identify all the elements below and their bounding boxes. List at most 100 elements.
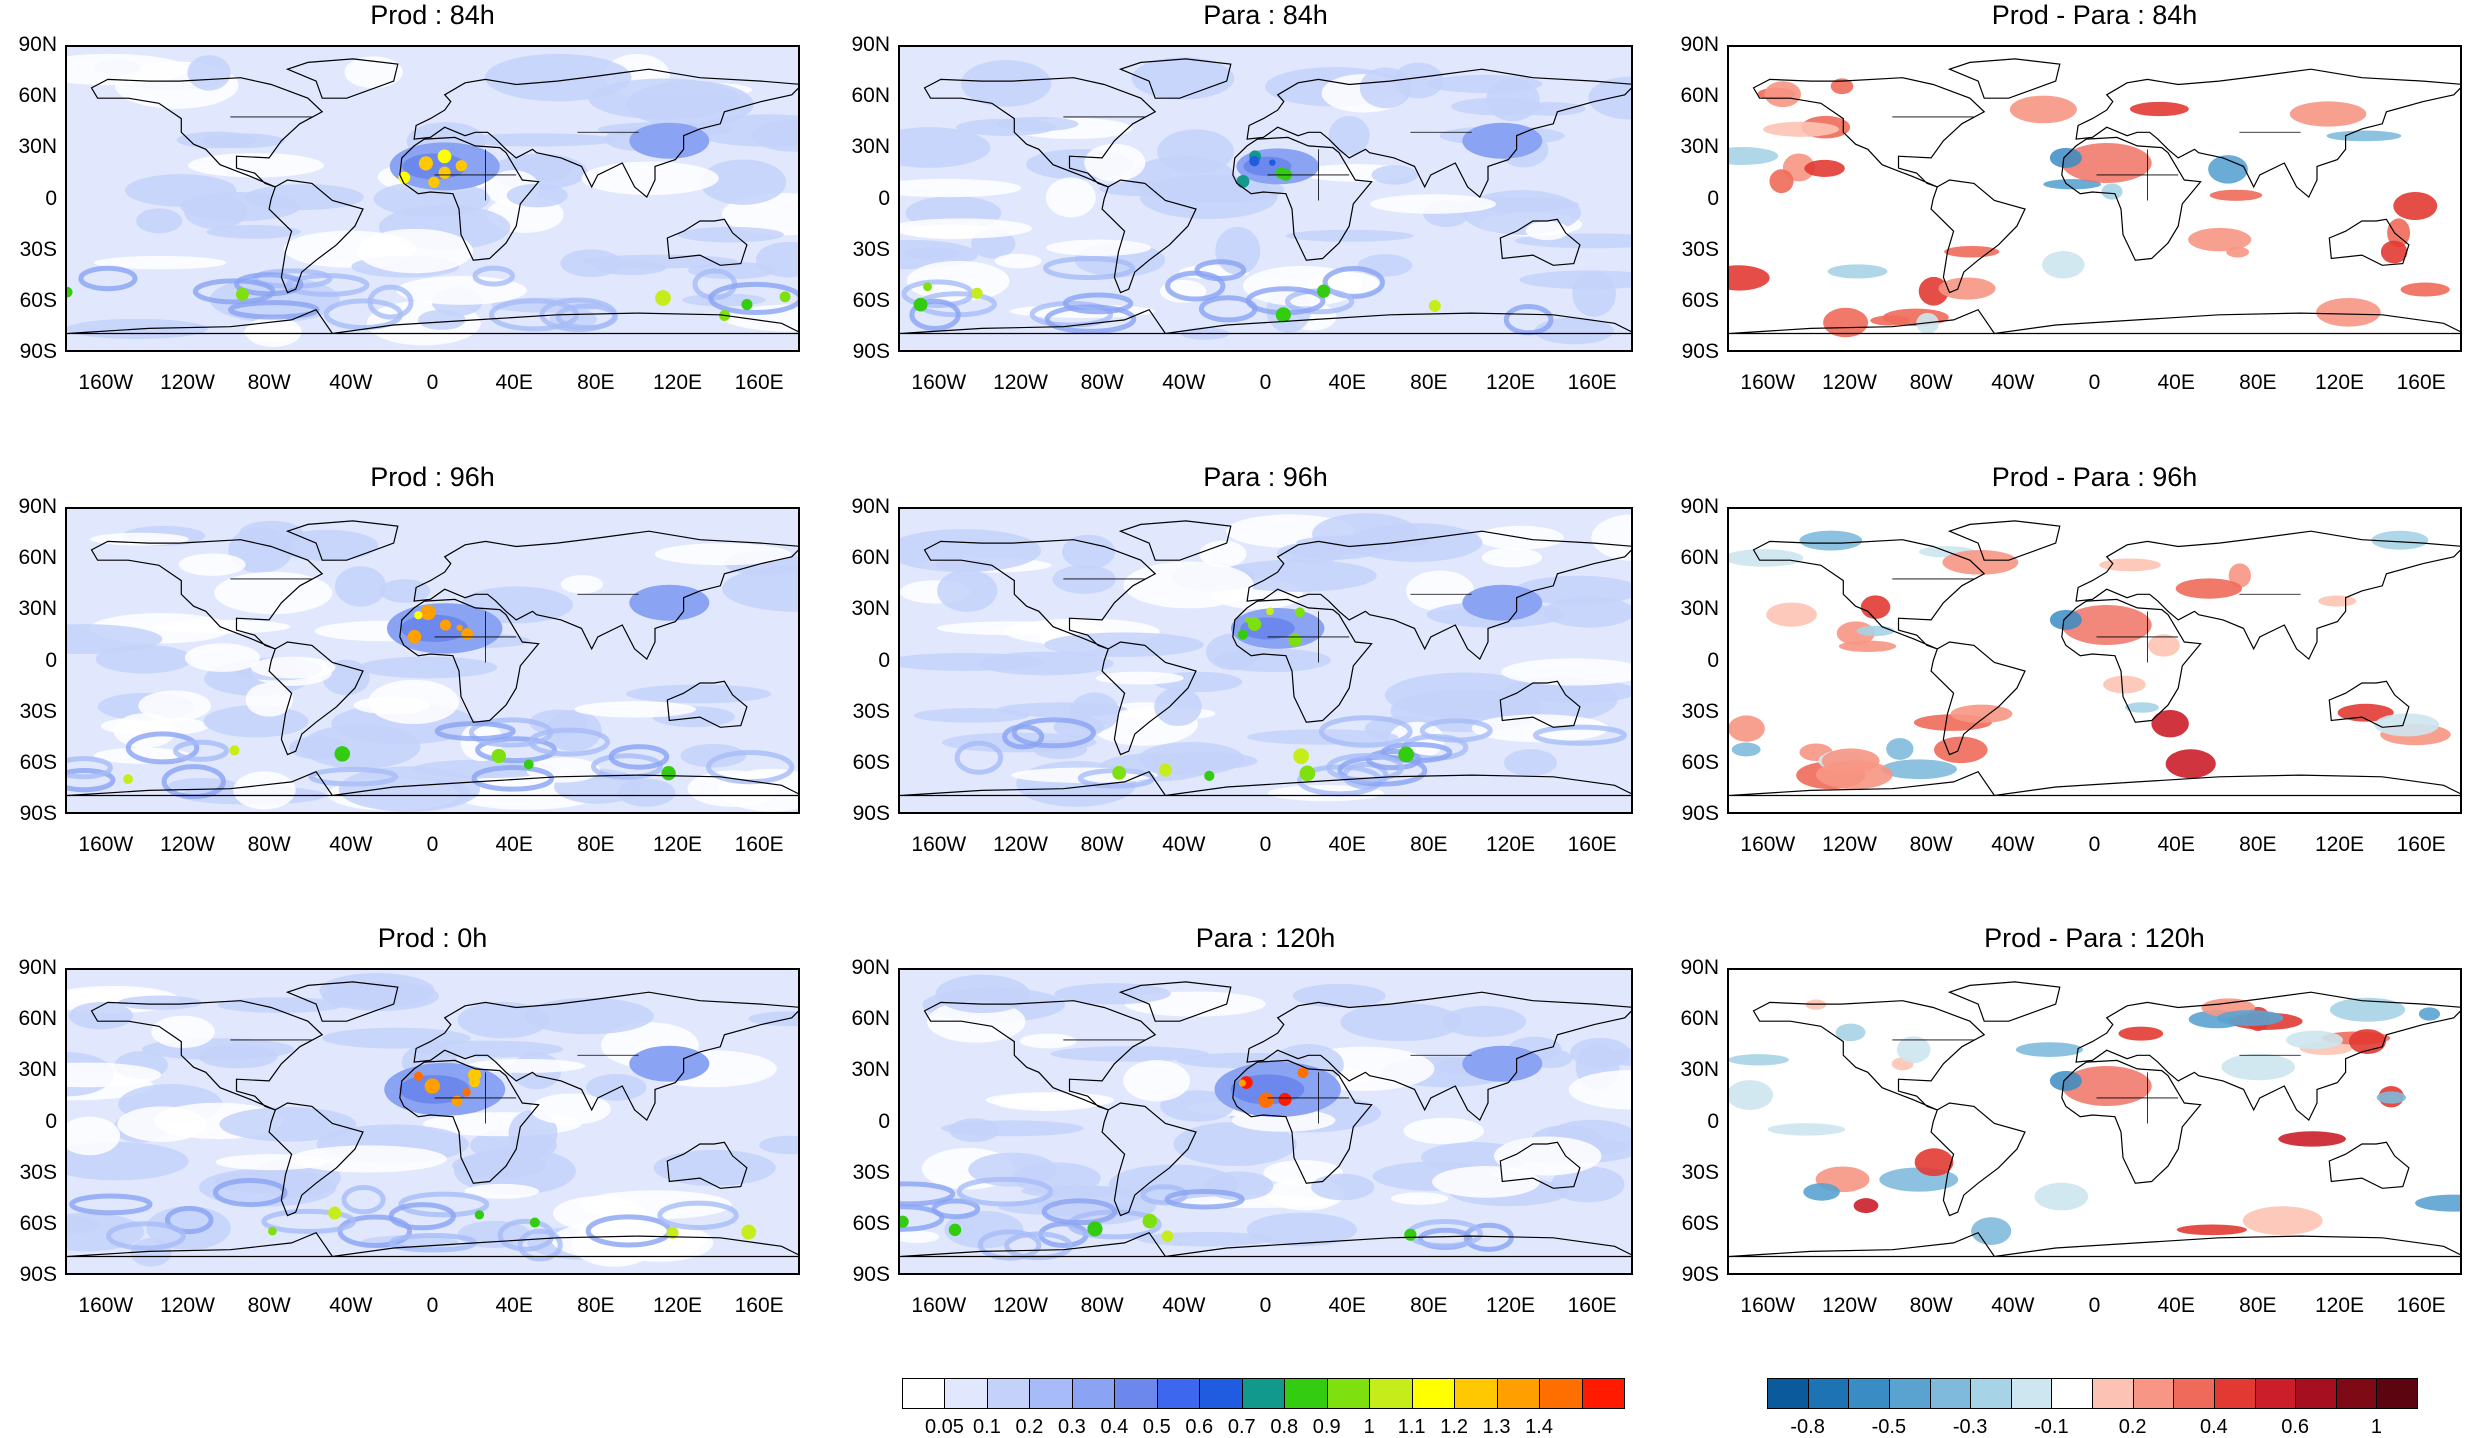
colorbar-field-label: 0.8 [1270,1416,1299,1438]
colorbar-field-swatch [1496,1378,1541,1409]
lat-label: 60S [1681,1211,1719,1235]
lon-label: 80W [1909,371,1953,394]
colorbar-field-swatch [1326,1378,1371,1409]
coastline-north-america [90,1000,324,1111]
lat-label: 30S [1681,237,1719,261]
colorbar-field-label: 0.05 [925,1416,964,1438]
lon-label: 0 [1259,371,1272,394]
colorbar-field-label: 0.1 [973,1416,1001,1438]
colorbar-field-swatch [1114,1378,1158,1409]
field-shading [67,970,798,1273]
field-shading [1729,530,2451,790]
colorbar-diff-swatch [2213,1378,2256,1409]
lon-label: 160W [911,833,967,856]
coastline-australia [1499,680,1581,728]
coastline-antarctica [67,1231,798,1258]
lon-label: 160E [734,1294,784,1317]
lat-label: 90S [852,340,890,363]
lat-label: 90S [852,802,890,825]
lon-label: 160W [78,833,134,856]
colorbar-field-label: 0.5 [1142,1416,1171,1438]
colorbar-diff-swatch [2376,1378,2418,1409]
coastline-south-america [1101,179,1197,294]
lon-label: 0 [426,371,439,394]
lon-label: 120E [652,1294,703,1317]
lon-label: 40E [2157,833,2195,856]
lon-label: 120W [160,833,215,856]
lon-label: 120E [2314,371,2365,394]
lon-label: 80E [577,1294,615,1317]
map-prod-0h [65,968,800,1275]
panel-title-para-96h: Para : 96h [1203,462,1328,492]
lon-label: 160E [1567,833,1617,856]
colorbar-diff-swatch [2092,1378,2134,1409]
lon-label: 0 [1259,1294,1272,1317]
lon-label: 160W [1740,371,1796,394]
lon-label: 80E [577,371,615,394]
lat-label: 30N [851,135,890,159]
colorbar-diff-swatch [1807,1378,1850,1409]
colorbar-field-label: 0.9 [1312,1416,1341,1438]
coastline-antarctica [1729,308,2460,335]
colorbar-diff-swatch [1848,1378,1890,1409]
colorbar-diff-swatch [1929,1378,1972,1409]
colorbar-diff-label: -0.5 [1871,1416,1907,1438]
coastline-australia [1499,218,1581,266]
lon-label: 40W [1991,833,2035,856]
coastline-north-america [90,77,324,188]
lon-label: 80W [1909,1294,1953,1317]
lat-label: 0 [878,186,890,210]
colorbar-field-swatch [1156,1378,1201,1409]
lon-label: 160E [1567,1294,1617,1317]
coastline-antarctica [1729,1231,2460,1258]
lon-label: 0 [2088,833,2101,856]
lon-label: 120W [1822,833,1877,856]
colorbar-field-label: 0.7 [1227,1416,1256,1438]
lat-label: 0 [1707,1109,1719,1133]
colorbar-field-label: 0.6 [1185,1416,1214,1438]
lon-label: 40W [329,371,373,394]
lon-label: 0 [426,1294,439,1317]
coastline-north-america [90,539,324,650]
field-shading [900,509,1631,812]
coastline-australia [666,680,748,728]
coastline-eurasia [413,530,798,661]
lat-label: 90S [19,340,57,363]
coastline-eurasia [2075,530,2460,661]
lon-label: 40E [2157,1294,2195,1317]
lon-label: 40W [329,1294,373,1317]
lat-label: 30N [18,135,57,159]
lat-label: 60N [851,84,890,108]
coastlines [1729,981,2460,1258]
colorbar-diff-swatch [1970,1378,2012,1409]
field-shading [67,509,798,812]
panel-title-para-120h: Para : 120h [1195,923,1336,953]
lon-label: 120E [652,833,703,856]
coastline-australia [2328,218,2410,266]
colorbar-field-label: 1 [1363,1416,1375,1438]
panel-title-para-84h: Para : 84h [1203,0,1328,30]
coastline-africa [1232,136,1373,261]
coastline-south-america [1930,179,2026,294]
coastlines [67,520,798,797]
panel-title-prod-84h: Prod : 84h [370,0,495,30]
coastline-australia [2328,1141,2410,1189]
lat-label: 90S [1681,802,1719,825]
colorbar-diff-label: -0.8 [1790,1416,1825,1438]
coastlines [900,520,1631,797]
lat-label: 60S [852,288,890,312]
lat-label: 60S [1681,750,1719,774]
lat-label: 0 [45,186,57,210]
lon-label: 0 [1259,833,1272,856]
lat-label: 60S [19,288,57,312]
colorbar-field-label: 1.1 [1397,1416,1426,1438]
coastline-south-america [1101,641,1197,756]
lat-label: 60S [852,750,890,774]
map-diff-84h [1727,45,2462,352]
lat-label: 30S [1681,699,1719,723]
lon-label: 80E [577,833,615,856]
lon-label: 80W [1080,1294,1124,1317]
lon-label: 40W [1162,1294,1206,1317]
lat-label: 60N [18,84,57,108]
lat-label: 60N [851,1007,890,1031]
